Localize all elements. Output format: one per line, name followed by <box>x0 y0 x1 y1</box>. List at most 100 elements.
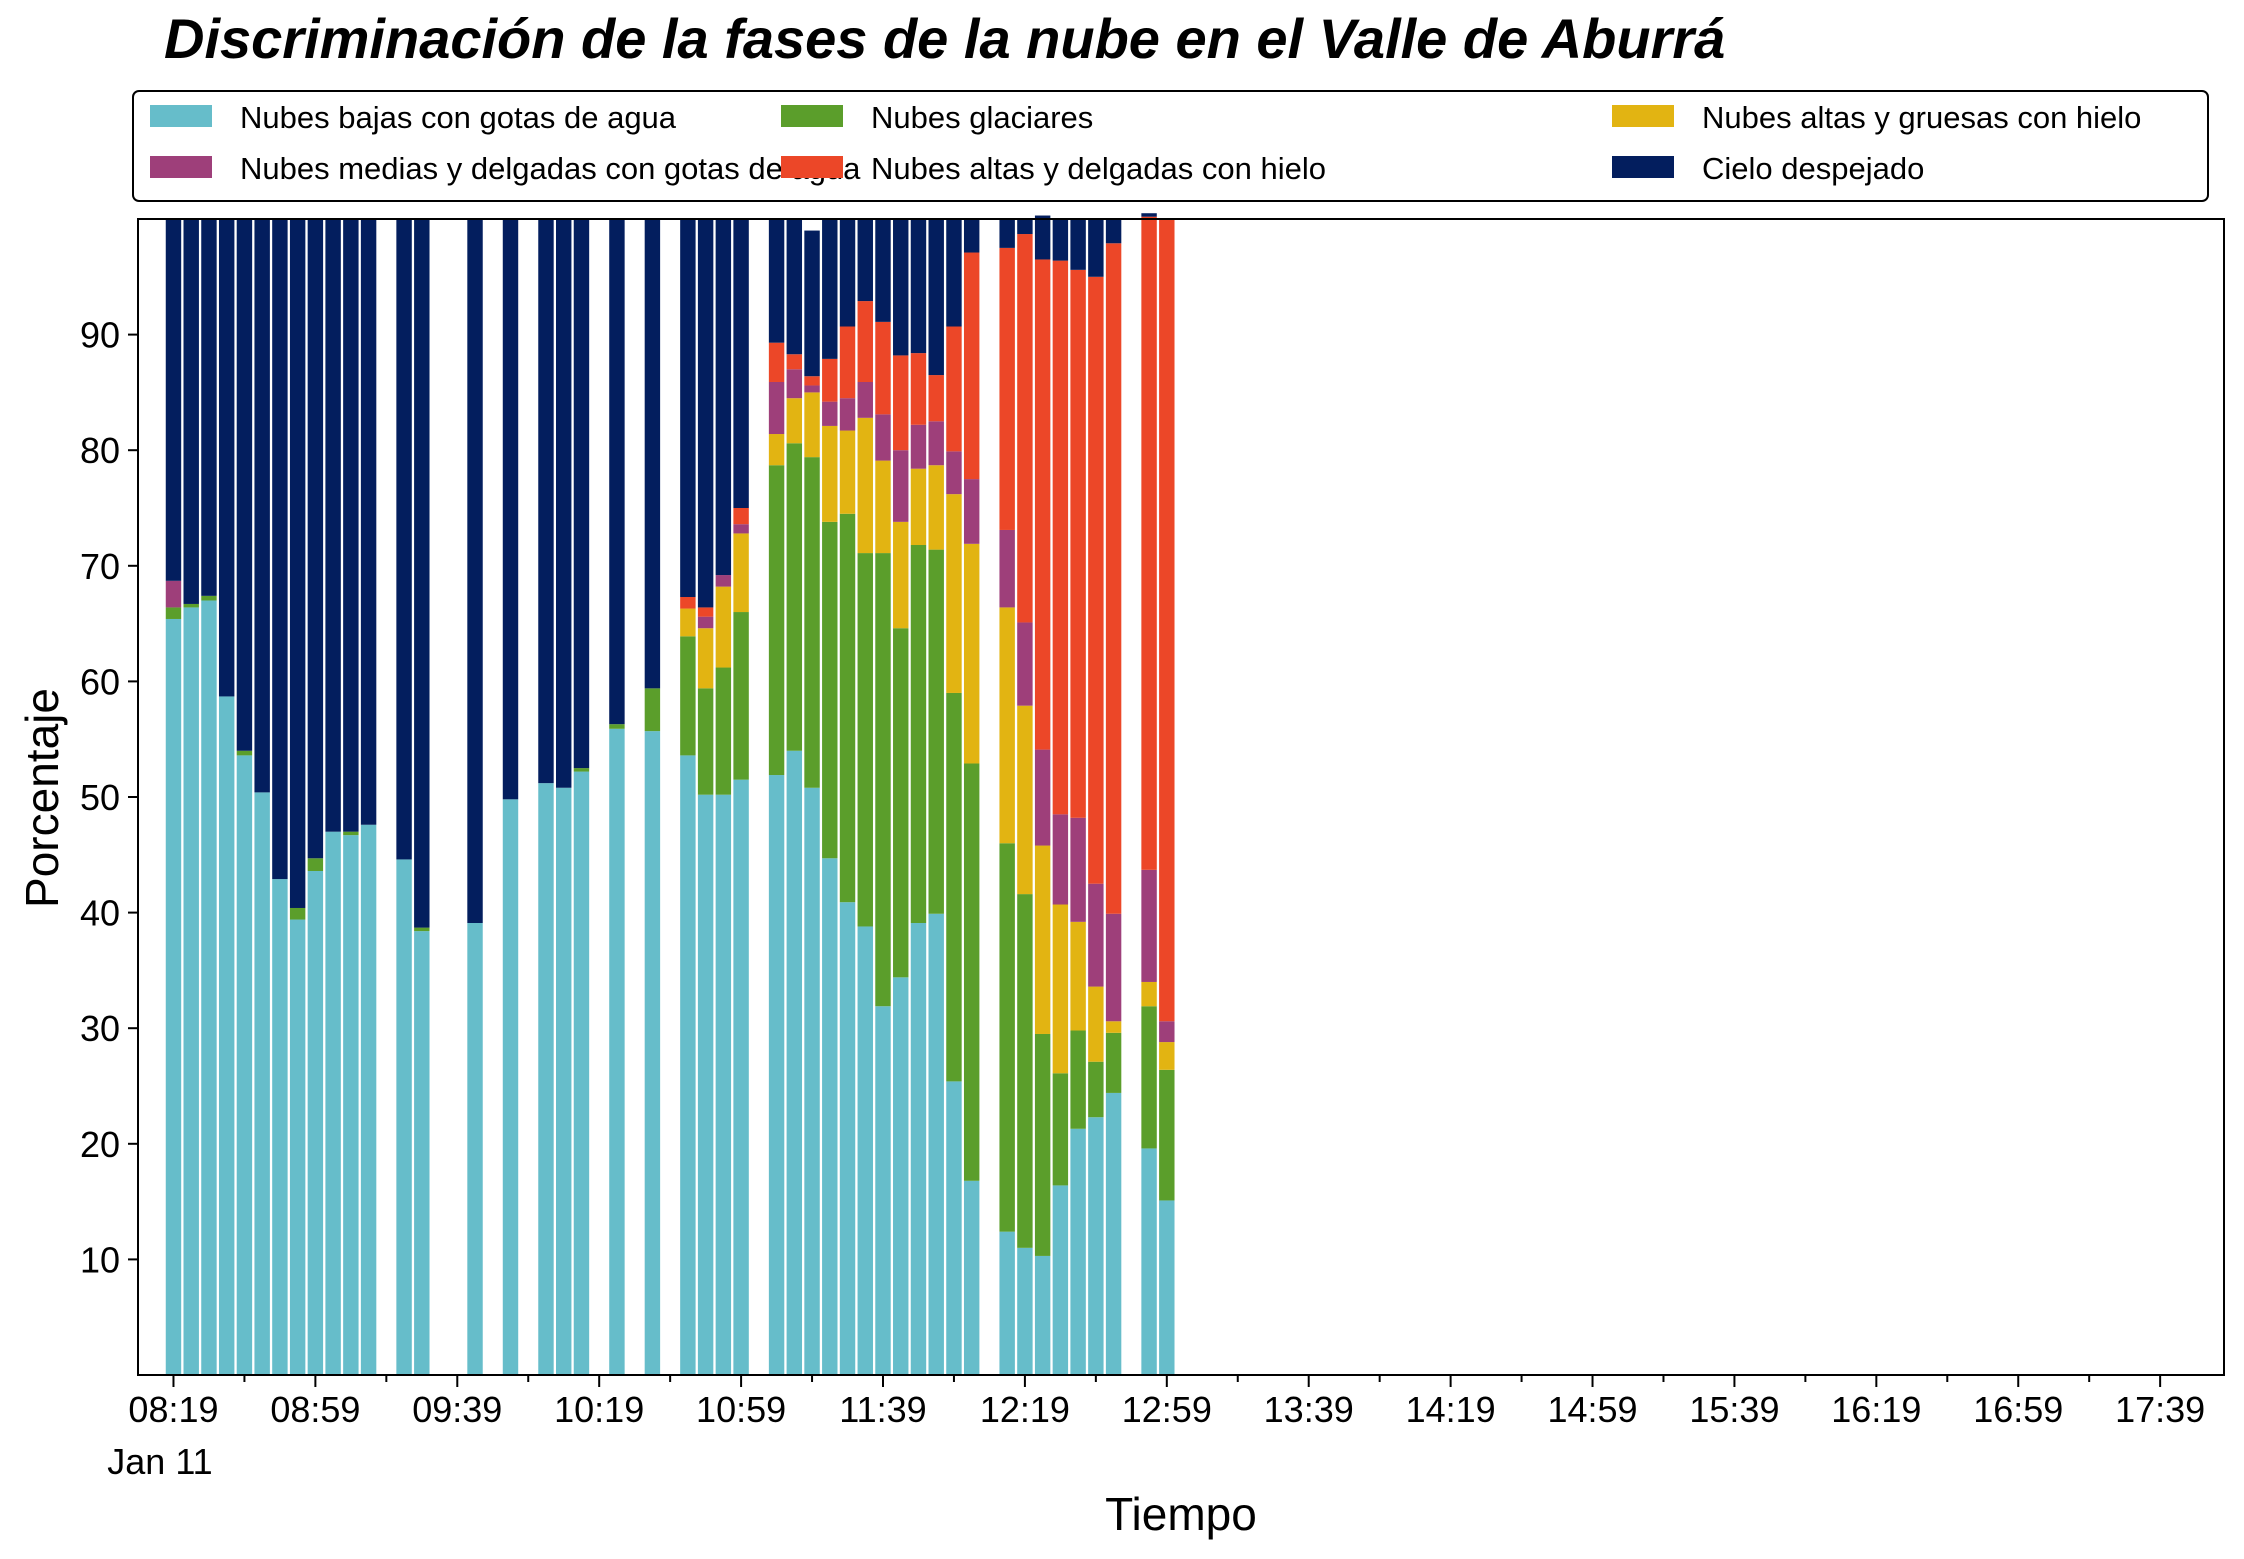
bar-segment <box>928 375 944 422</box>
bar-segment <box>768 219 785 343</box>
bar-segment <box>360 219 377 825</box>
legend-swatch <box>1612 156 1674 178</box>
bar-segment <box>910 219 927 354</box>
bar-segment <box>165 607 182 619</box>
bar-segment <box>325 219 341 832</box>
bar-segment <box>857 417 873 554</box>
bar-segment <box>1105 1021 1122 1033</box>
x-tick-label: 09:39 <box>412 1389 502 1430</box>
bar-segment <box>1017 1247 1033 1375</box>
x-tick-label: 16:59 <box>1973 1389 2063 1430</box>
legend-swatch <box>1612 105 1674 127</box>
bar-segment <box>804 457 820 788</box>
y-tick-label: 10 <box>80 1239 120 1280</box>
bar-segment <box>1052 219 1069 261</box>
bar-segment <box>963 543 980 764</box>
bar-segment <box>733 612 749 780</box>
bar-segment <box>396 859 412 1375</box>
bar-segment <box>715 667 732 795</box>
bar-segment <box>680 219 696 598</box>
bar-segment <box>786 219 803 355</box>
bar-segment <box>201 219 217 596</box>
bar-segment <box>254 219 270 793</box>
bar-segment <box>715 586 732 668</box>
bar-segment <box>733 779 749 1375</box>
bar-segment <box>839 902 856 1375</box>
bar-segment <box>556 787 572 1375</box>
x-tick-label: 13:39 <box>1264 1389 1354 1430</box>
legend-swatch <box>150 156 212 178</box>
bar-segment <box>644 731 661 1375</box>
bar-segment <box>644 688 661 732</box>
bar-segment <box>857 926 873 1375</box>
x-tick-label: 15:39 <box>1689 1389 1779 1430</box>
x-tick-label: 16:19 <box>1831 1389 1921 1430</box>
bar-segment <box>893 219 909 356</box>
bar-segment <box>1034 749 1051 846</box>
bar-segment <box>289 919 306 1375</box>
bar-segment <box>893 521 909 629</box>
bar-segment <box>946 219 962 327</box>
bar-segment <box>325 831 341 1375</box>
bar-segment <box>1159 1042 1175 1070</box>
bar-segment <box>786 443 803 751</box>
bar-segment <box>875 1006 891 1375</box>
bar-segment <box>839 430 856 514</box>
bar-segment <box>1088 1117 1104 1375</box>
bar-segment <box>804 392 820 458</box>
bar-segment <box>768 342 785 382</box>
bar-segment <box>165 580 182 608</box>
legend-label: Nubes altas y delgadas con hielo <box>871 151 1326 186</box>
bar-segment <box>1017 894 1033 1248</box>
bar-segment <box>715 794 732 1375</box>
bar-segment <box>236 750 253 756</box>
bar-segment <box>1105 243 1122 914</box>
bar-segment <box>467 219 483 923</box>
bar-segment <box>289 907 306 920</box>
bar-segment <box>573 771 590 1375</box>
bar-segment <box>1052 1185 1069 1375</box>
y-tick-label: 80 <box>80 430 120 471</box>
bar-segment <box>183 603 199 608</box>
x-axis: Jan 11 08:19 08:59 09:39 10:19 10:59 11:39 12:… <box>107 1375 2205 1482</box>
y-tick-label: 60 <box>80 661 120 702</box>
bar-segment <box>839 398 856 431</box>
bar-segment <box>804 787 820 1375</box>
bar-segment <box>502 799 519 1375</box>
bar-segment <box>343 219 359 832</box>
bar-segment <box>875 321 891 415</box>
bar-segment <box>822 401 838 426</box>
bar-segment <box>680 755 696 1375</box>
bar-segment <box>999 843 1015 1232</box>
bar-segment <box>733 508 749 525</box>
bar-segment <box>875 553 891 1007</box>
bar-segment <box>1159 1021 1175 1043</box>
bar-segment <box>1105 219 1122 244</box>
bar-segment <box>839 513 856 903</box>
x-axis-date: Jan 11 <box>107 1441 212 1482</box>
bar-segment <box>963 763 980 1181</box>
bar-segment <box>343 835 359 1375</box>
bar-segment <box>414 219 430 928</box>
bar-segment <box>556 219 572 788</box>
bar-segment <box>857 219 873 302</box>
bar-segment <box>963 479 980 544</box>
bar-segment <box>1141 1148 1157 1375</box>
legend-swatch <box>781 105 843 127</box>
bar-segment <box>715 219 732 576</box>
bar-segment <box>1052 1073 1069 1186</box>
bar-segment <box>236 755 253 1375</box>
bar-segment <box>875 219 891 322</box>
bar-segment <box>697 616 714 629</box>
bar-segment <box>218 696 235 1375</box>
bar-segment <box>999 247 1015 530</box>
bar-segment <box>414 931 430 1375</box>
bar-segment <box>999 607 1015 844</box>
bar-segment <box>839 326 856 399</box>
bar-segment <box>697 607 714 617</box>
bar-segment <box>165 219 182 581</box>
bar-segment <box>1088 276 1104 884</box>
bar-segment <box>786 369 803 399</box>
bar-segment <box>822 425 838 522</box>
